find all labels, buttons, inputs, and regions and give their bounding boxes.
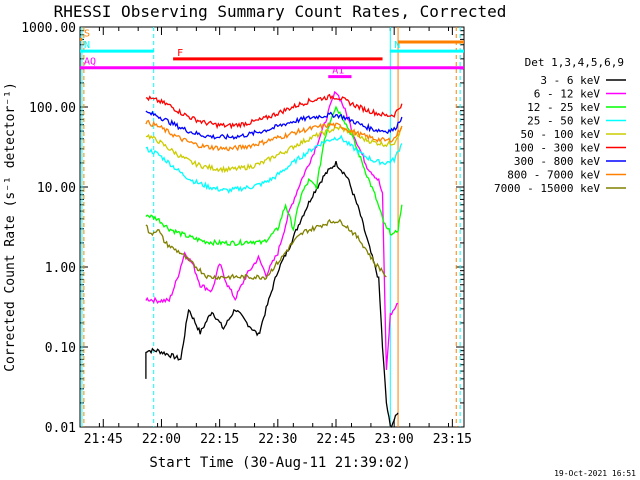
x-axis: 21:45 22:00 22:15 22:30 22:45 23:00 23:15 [79,27,472,447]
footer-date: 19-Oct-2021 16:51 [554,469,636,478]
x-tick-label: 23:00 [375,432,414,447]
y-tick-label: 10.00 [37,181,76,196]
legend-label: 6 - 12 keV [534,88,601,101]
legend-label: 100 - 300 keV [514,142,600,155]
legend-label: 50 - 100 keV [521,128,601,141]
series-line [145,119,403,152]
y-tick-label: 1000.00 [21,21,76,36]
annotation-label: F [177,48,183,59]
y-tick-label: 0.01 [45,421,76,436]
y-tick-label: 0.10 [45,341,76,356]
series-line [145,134,403,195]
series-line [145,218,387,281]
annotation-label: S [84,28,90,39]
series-line [145,105,403,247]
annotation-label: A1 [332,66,344,77]
series-line [145,90,399,370]
x-tick-label: 22:15 [200,432,239,447]
series-line [145,110,403,140]
plot-area: 1000.00 100.00 10.00 1.00 0.10 0.01 21:45 22:0… [21,21,472,447]
x-tick-label: 22:30 [258,432,297,447]
series-line [145,93,403,130]
legend-label: 800 - 7000 keV [507,169,600,182]
y-tick-label: 100.00 [29,101,76,116]
annotation-label: AQ [84,57,96,68]
y-axis: 1000.00 100.00 10.00 1.00 0.10 0.01 [21,21,464,436]
x-axis-label: Start Time (30-Aug-11 21:39:02) [149,455,410,471]
x-tick-label: 23:15 [433,432,472,447]
legend-label: 7000 - 15000 keV [494,182,600,195]
legend-label: 3 - 6 keV [540,74,600,87]
legend-label: 300 - 800 keV [514,155,600,168]
chart-title: RHESSI Observing Summary Count Rates, Co… [54,2,507,21]
y-axis-label: Corrected Count Rate (s⁻¹ detector⁻¹) [3,82,18,372]
y-tick-label: 1.00 [45,261,76,276]
legend-header: Det 1,3,4,5,6,9 [525,56,624,69]
plot-frame [79,26,465,428]
x-tick-label: 22:45 [316,432,355,447]
legend-label: 12 - 25 keV [527,101,600,114]
x-tick-label: 21:45 [84,432,123,447]
annotation-label: N [394,40,400,51]
annotation-label: N [84,40,90,51]
series-group [145,90,403,428]
x-tick-label: 22:00 [142,432,181,447]
series-line [145,160,399,428]
legend-label: 25 - 50 keV [527,115,600,128]
